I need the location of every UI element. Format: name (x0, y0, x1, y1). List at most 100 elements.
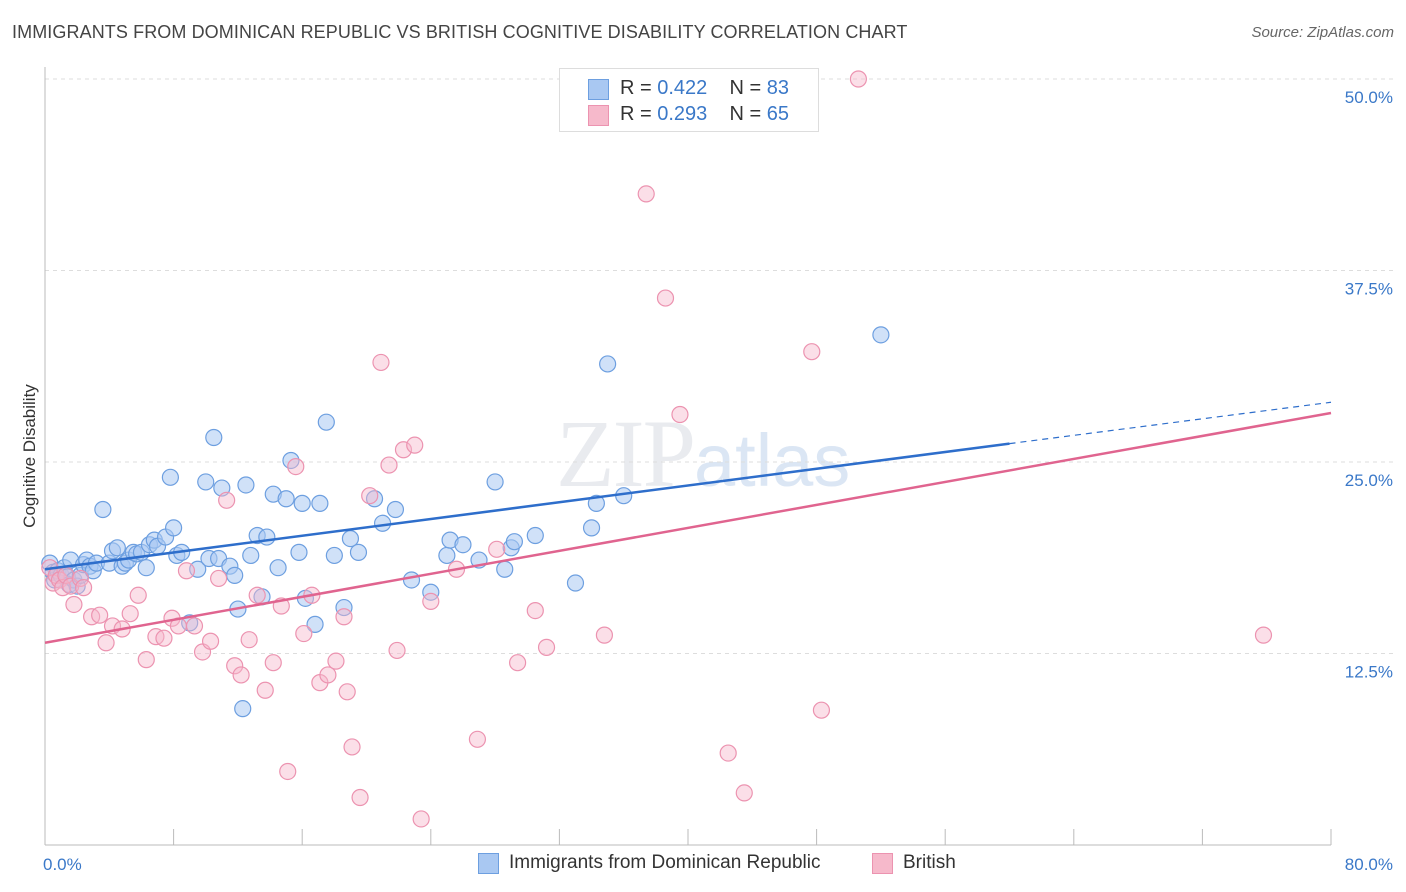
data-point-dominican (94, 500, 112, 519)
data-point-dominican (317, 413, 335, 431)
legend-r-value: 0.422 (657, 77, 708, 99)
data-point-british (361, 487, 379, 505)
trend-line-dominican (44, 442, 1010, 571)
y-tick-label: 37.5% (1345, 280, 1393, 299)
data-point-british (210, 569, 228, 588)
data-point-dominican (402, 571, 421, 589)
data-point-dominican (269, 559, 287, 577)
data-point-british (849, 70, 867, 88)
data-point-british (595, 626, 614, 644)
data-point-british (468, 730, 487, 748)
data-point-british (91, 606, 109, 624)
data-point-british (812, 701, 831, 719)
data-point-british (803, 343, 821, 361)
trend-line-british (44, 411, 1332, 645)
data-point-dominican (242, 546, 260, 565)
data-point-dominican (108, 539, 126, 557)
data-point-dominican (197, 473, 215, 491)
data-point-dominican (505, 533, 523, 551)
legend-swatch-blue (588, 79, 609, 100)
data-point-british (240, 631, 258, 649)
data-point-dominican (386, 500, 405, 519)
legend-text: R = 0.293 N = 65 (620, 103, 789, 126)
series-dominican-republic (41, 326, 890, 718)
data-point-british (279, 762, 297, 781)
data-point-dominican (438, 546, 456, 565)
data-point-british (71, 569, 89, 588)
data-point-british (248, 586, 266, 604)
data-point-british (256, 681, 274, 699)
bottom-legend-label: British (903, 852, 956, 873)
data-point-british (656, 289, 675, 307)
series-british (41, 70, 1273, 828)
legend-n-value: 83 (766, 77, 790, 99)
source-label: Source: ZipAtlas.com (1251, 24, 1394, 41)
data-point-british (388, 641, 406, 660)
data-point-british (406, 436, 424, 454)
y-axis-label: Cognitive Disability (20, 384, 39, 528)
y-tick-label: 50.0% (1345, 88, 1393, 107)
y-tick-label: 12.5% (1345, 663, 1393, 682)
data-point-dominican (161, 468, 179, 486)
data-point-british (155, 629, 173, 647)
x-tick-label: 80.0% (1345, 855, 1393, 874)
data-point-british (185, 617, 204, 635)
grid-lines (45, 78, 1393, 654)
data-point-dominican (277, 490, 295, 508)
data-point-british (65, 595, 83, 614)
x-tick-label: 0.0% (43, 855, 82, 874)
data-point-dominican (335, 598, 353, 617)
data-point-dominican (290, 543, 308, 561)
data-point-british (351, 788, 369, 807)
tick-labels: 12.5% 25.0% 37.5% 50.0% 0.0% 80.0% (43, 88, 1393, 874)
data-point-british (201, 632, 220, 650)
data-point-dominican (137, 559, 155, 577)
data-point-british (129, 586, 147, 604)
data-point-dominican (311, 494, 329, 512)
legend-text: R = 0.422 N = 83 (620, 77, 789, 100)
data-point-british (372, 353, 390, 372)
data-point-dominican (237, 476, 255, 494)
chart-title: IMMIGRANTS FROM DOMINICAN REPUBLIC VS BR… (12, 22, 908, 42)
data-point-dominican (325, 546, 343, 565)
data-point-dominican (599, 355, 617, 373)
data-point-british (422, 592, 440, 611)
trend-line-dominican-extension (1009, 401, 1332, 445)
data-point-british (287, 457, 305, 476)
data-point-dominican (526, 526, 544, 545)
data-point-dominican (566, 574, 585, 592)
data-point-british (719, 744, 737, 762)
data-point-dominican (365, 490, 384, 508)
data-point-dominican (258, 528, 276, 546)
data-point-british (327, 652, 345, 670)
data-point-british (319, 666, 337, 684)
data-point-british (338, 683, 356, 701)
data-point-british (97, 634, 115, 652)
data-point-british (537, 638, 556, 656)
data-point-british (343, 738, 361, 756)
data-point-british (509, 654, 527, 672)
watermark-atlas: atlas (694, 419, 851, 502)
data-point-british (735, 784, 753, 802)
legend-n-label: N = (729, 103, 767, 125)
data-point-dominican (306, 615, 324, 633)
data-point-dominican (422, 583, 440, 601)
legend-n-value: 65 (766, 103, 790, 125)
legend-r-value: 0.293 (657, 103, 708, 125)
data-point-british (412, 810, 430, 828)
data-point-dominican (872, 326, 890, 344)
data-point-british (137, 651, 155, 669)
data-point-british (1254, 626, 1273, 644)
trend-lines (44, 401, 1332, 645)
data-point-british (380, 456, 398, 474)
data-point-british (637, 185, 655, 203)
data-point-british (226, 657, 244, 675)
bottom-legend-swatch-blue (478, 853, 499, 874)
data-point-dominican (496, 560, 514, 578)
data-point-dominican (165, 519, 183, 537)
legend-swatch-pink (588, 105, 609, 126)
data-point-british (488, 540, 506, 558)
data-point-british (74, 579, 93, 597)
data-point-british (394, 441, 413, 459)
